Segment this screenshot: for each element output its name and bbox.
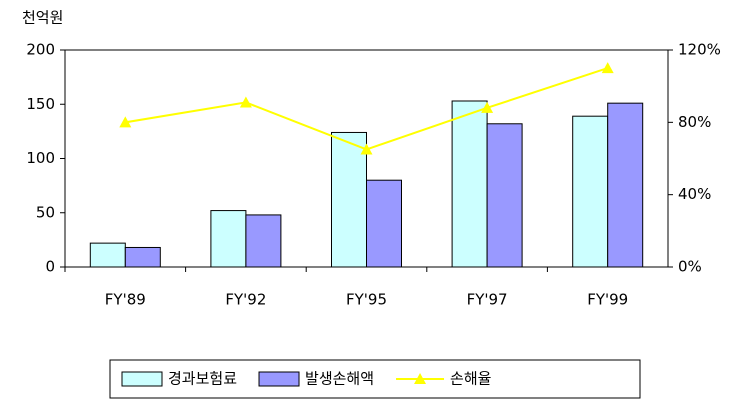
bar [245,214,282,268]
legend-label: 경과보험료 [168,370,237,388]
y-tick-label: 200 [26,41,55,59]
bar [331,131,367,268]
line-marker [119,116,132,128]
x-tick-label: FY'89 [105,291,146,309]
bar [451,100,488,268]
y-tick-label: 0 [45,258,55,276]
bar [89,242,126,268]
legend-swatch-marker [414,373,427,384]
line-marker [481,101,494,113]
y2-tick-label: 80% [678,113,711,131]
y2-tick-label: 120% [678,41,721,59]
y-tick-label: 100 [26,149,55,167]
y-tick-label: 150 [26,95,55,113]
y2-tick-label: 40% [678,185,711,203]
y-axis-label: 천억원 [22,9,63,27]
bar [124,246,161,268]
bar [366,179,402,268]
x-tick-label: FY'92 [225,291,266,309]
x-tick-label: FY'95 [346,291,387,309]
bar [486,123,523,268]
bar [607,102,644,268]
x-tick-label: FY'99 [587,291,628,309]
bar [210,210,247,268]
legend-label: 손해율 [450,370,491,388]
line-marker [360,143,373,155]
bar [572,115,609,268]
line-marker [601,62,614,74]
y-tick-label: 50 [36,203,55,221]
legend-swatch [121,371,163,387]
x-tick-label: FY'97 [467,291,508,309]
legend-label: 발생손해액 [305,370,374,388]
legend [109,359,641,399]
line-marker [239,96,252,108]
legend-swatch [258,371,300,387]
y2-tick-label: 0% [678,258,702,276]
